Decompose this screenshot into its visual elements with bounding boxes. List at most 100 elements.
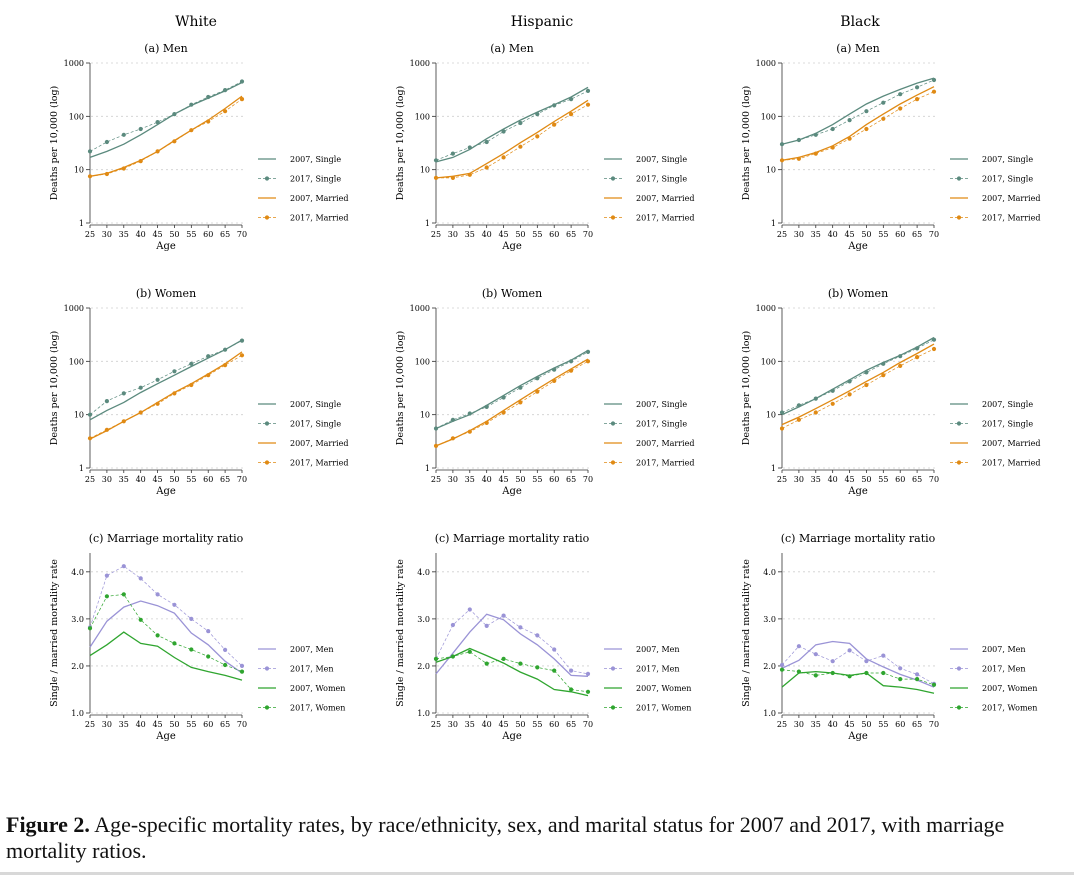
x-tick-label: 30 [448,720,458,729]
series-dotted-line [781,339,935,413]
data-point [501,129,506,134]
legend-label: 2007, Married [982,439,1040,448]
data-point [155,633,160,638]
series-line [89,600,243,674]
legend-label: 2017, Single [636,175,687,184]
y-tick-label: 2.0 [417,662,430,671]
legend-key-point [610,460,616,465]
data-point [881,116,886,121]
legend-label: 2017, Men [636,665,680,674]
data-point [433,656,439,662]
data-point [172,641,177,646]
y-tick-label: 100 [761,112,776,121]
series-dotted-line [781,645,935,685]
legend-label: 2017, Married [636,459,694,468]
y-axis-label: Deaths per 10,000 (log) [395,331,406,446]
data-point [467,411,472,416]
x-tick-label: 45 [498,230,508,239]
data-point [915,355,920,360]
data-point [223,647,228,653]
data-point [931,77,937,83]
x-tick-label: 40 [136,475,146,484]
data-point [189,128,194,133]
legend-label: 2017, Single [290,175,341,184]
x-tick-label: 50 [169,720,179,729]
panel-title: (c) Marriage mortality ratio [435,532,590,545]
data-point [847,118,852,123]
x-tick-label: 35 [465,230,475,239]
data-point [501,613,506,618]
data-point [450,151,455,156]
x-tick-label: 70 [929,475,939,484]
x-tick-label: 45 [152,475,162,484]
x-tick-label: 70 [237,720,247,729]
x-tick-label: 30 [102,475,112,484]
data-point [931,682,937,687]
x-axis-label: Age [155,486,176,497]
data-point [847,379,852,384]
data-point [223,662,228,668]
x-tick-label: 60 [549,230,559,239]
legend-label: 2017, Single [636,420,687,429]
y-tick-label: 100 [69,357,84,366]
x-tick-label: 65 [220,475,230,484]
data-point [484,661,489,666]
x-tick-label: 50 [169,230,179,239]
legend-key-point [264,666,270,671]
x-tick-label: 70 [583,720,593,729]
data-point [433,426,439,431]
x-tick-label: 45 [844,230,854,239]
data-point [121,132,126,137]
data-point [501,656,506,662]
data-point [813,652,818,657]
x-tick-label: 30 [794,475,804,484]
data-point [796,137,802,143]
data-point [155,592,160,597]
data-point [518,385,523,390]
x-tick-label: 55 [532,720,542,729]
legend-label: 2007, Single [982,155,1033,164]
x-tick-label: 40 [136,230,146,239]
data-point [796,403,802,408]
x-tick-label: 40 [482,230,492,239]
x-axis-label: Age [501,486,522,497]
bottom-divider [0,872,1074,875]
data-point [915,672,920,677]
legend-label: 2007, Single [982,400,1033,409]
data-point [779,667,785,672]
x-tick-label: 45 [498,720,508,729]
figure-caption: Figure 2. Age-specific mortality rates, … [6,812,1066,864]
legend-label: 2007, Women [636,684,691,693]
series-dotted-line [781,669,935,686]
panel-black-men: (a) Men 1 10 100 1000 Deaths per 10,000 (log)… [741,42,1040,252]
x-axis-label: Age [501,241,522,252]
x-tick-label: 70 [583,475,593,484]
data-point [847,674,852,679]
x-tick-label: 25 [85,720,95,729]
data-point [569,97,574,102]
data-point [585,671,591,677]
y-axis-label: Deaths per 10,000 (log) [741,331,752,446]
data-point [864,109,869,114]
x-tick-label: 25 [85,475,95,484]
legend-label: 2007, Women [290,684,345,693]
data-point [552,367,557,372]
data-point [796,417,802,422]
x-tick-label: 40 [136,720,146,729]
series-dotted-line [781,348,935,429]
legend-label: 2017, Married [982,214,1040,223]
x-tick-label: 50 [515,475,525,484]
data-point [189,382,194,388]
x-tick-label: 55 [878,720,888,729]
data-point [138,126,143,132]
series-dotted-line [435,90,589,161]
data-point [915,346,920,351]
y-axis-label: Single / married mortality rate [741,559,752,707]
data-point [172,602,177,607]
data-point [830,670,835,676]
data-point [239,97,245,102]
data-point [206,629,211,634]
x-tick-label: 25 [777,475,787,484]
y-tick-label: 1 [425,464,430,473]
data-point [172,139,177,144]
